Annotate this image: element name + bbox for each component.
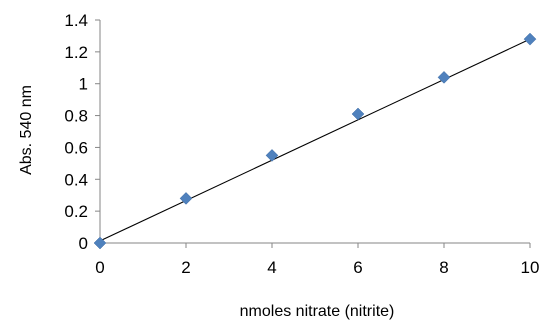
y-tick-label: 0.4	[64, 170, 88, 189]
x-tick-label: 2	[181, 258, 190, 277]
x-axis-ticks: 0 2 4 6 8 10	[95, 243, 539, 277]
y-tick-label: 0.2	[64, 202, 88, 221]
y-axis-title: Abs. 540 nm	[18, 85, 35, 175]
y-tick-label: 0.8	[64, 107, 88, 126]
x-tick-label: 0	[95, 258, 104, 277]
x-axis-title: nmoles nitrate (nitrite)	[240, 303, 395, 320]
data-point-diamond	[524, 33, 536, 45]
x-tick-label: 8	[439, 258, 448, 277]
y-tick-label: 1.2	[64, 43, 88, 62]
x-tick-label: 10	[521, 258, 540, 277]
data-points	[94, 33, 536, 249]
y-axis-ticks: 0 0.2 0.4 0.6 0.8 1 1.2 1.4	[64, 11, 100, 253]
y-tick-label: 1.4	[64, 11, 88, 30]
x-tick-label: 6	[353, 258, 362, 277]
linear-trendline	[100, 39, 530, 241]
trendline-group	[100, 39, 530, 241]
x-tick-label: 4	[267, 258, 276, 277]
y-tick-label: 0	[79, 234, 88, 253]
y-tick-label: 1	[79, 75, 88, 94]
y-tick-label: 0.6	[64, 138, 88, 157]
data-point-diamond	[266, 149, 278, 161]
